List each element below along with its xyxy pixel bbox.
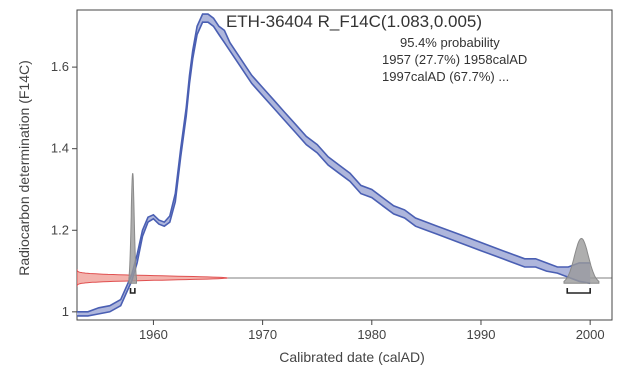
probability-range-2: 1997calAD (67.7%) ... xyxy=(382,69,509,84)
y-axis-title: Radiocarbon determination (F14C) xyxy=(16,60,32,276)
chart-title: ETH-36404 R_F14C(1.083,0.005) xyxy=(226,12,482,31)
probability-heading: 95.4% probability xyxy=(400,35,500,50)
probability-range-1: 1957 (27.7%) 1958calAD xyxy=(382,52,527,67)
posterior-peak-1 xyxy=(128,173,137,284)
series-layer xyxy=(77,13,612,317)
x-axis-title: Calibrated date (calAD) xyxy=(279,349,425,365)
tick-layer: 1960 1970 1980 1990 2000 1 1.2 1.4 1.6 xyxy=(51,59,605,342)
x-tick-label: 1990 xyxy=(467,327,496,342)
y-tick-label: 1.6 xyxy=(51,59,69,74)
y-tick-label: 1.2 xyxy=(51,222,69,237)
measurement-distribution xyxy=(77,269,229,287)
x-tick-label: 2000 xyxy=(576,327,605,342)
posterior-peak-2 xyxy=(563,237,600,284)
probability-range-bracket-2 xyxy=(566,288,591,294)
calibration-curve-lower xyxy=(77,21,591,317)
plot-frame xyxy=(76,9,613,321)
probability-range-bracket-1 xyxy=(129,288,136,294)
x-tick-label: 1980 xyxy=(357,327,386,342)
x-tick-label: 1960 xyxy=(139,327,168,342)
calibration-curve-upper xyxy=(77,13,591,313)
y-tick-label: 1.4 xyxy=(51,141,69,156)
x-tick-label: 1970 xyxy=(248,327,277,342)
y-tick-label: 1 xyxy=(62,304,69,319)
calibration-curve-band xyxy=(77,14,591,316)
